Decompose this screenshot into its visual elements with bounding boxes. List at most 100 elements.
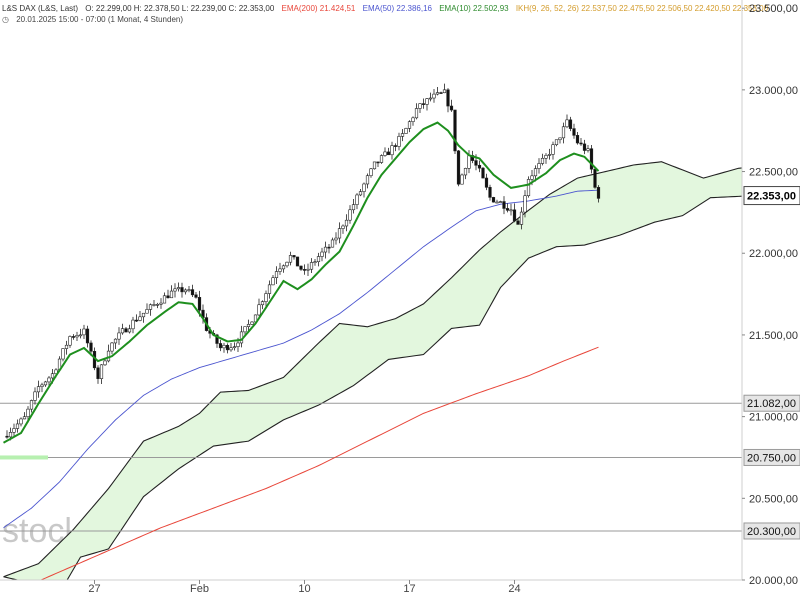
candle [281,264,286,273]
y-tick-label: 22.000,00 [749,248,798,260]
candle-body [117,332,121,340]
candle-body [218,343,223,349]
candle [145,303,149,314]
candle [365,173,370,189]
candle [166,289,170,299]
candle-body [516,220,520,225]
candle-body [36,386,41,393]
candle-body [85,328,90,344]
candle [85,325,90,348]
candle [306,263,310,277]
candle [138,310,142,322]
candle-body [264,293,268,302]
candle-body [488,187,492,198]
candle-body [477,164,482,169]
candle-body [302,269,307,271]
y-tick-label: 23.500,00 [749,3,798,15]
candle [5,430,9,439]
range-marker [0,455,48,460]
candle-body [442,89,447,94]
candle-body [246,324,251,327]
candle-body [586,148,590,151]
candle [386,147,391,156]
candle [449,99,454,112]
candle-body [432,93,436,99]
candle-body [526,179,531,197]
candle-body [78,334,83,337]
candle [554,139,559,147]
y-tick-label: 22.500,00 [749,167,798,179]
candle [516,218,520,225]
candle [376,161,380,168]
candle [134,314,139,323]
candle-body [323,246,328,253]
candle-body [173,288,177,292]
candle-body [589,148,594,170]
candle-body [190,289,195,296]
ema50-line [3,189,599,529]
candle-body [369,168,373,177]
candle [582,139,587,155]
x-tick-label: 10 [298,583,310,595]
candle-body [446,89,450,107]
candle-body [131,319,135,330]
candle [292,254,296,260]
candle-body [145,309,149,314]
chart-header-line2: ◷ 20.01.2025 15:00 - 07:00 (1 Monat, 4 S… [2,15,188,25]
candle-body [537,163,541,169]
candle [173,283,177,298]
candle [362,182,366,198]
candle [117,327,121,345]
candle [260,300,265,310]
candle [43,380,48,387]
y-tick-label: 21.000,00 [749,412,798,424]
candle-body [12,428,16,433]
candle-body [15,423,20,429]
candle [512,203,517,223]
candle-body [362,183,366,192]
candle [12,423,16,438]
candle-body [43,381,48,386]
candle [183,288,188,295]
candle [544,153,548,164]
candle [414,103,419,120]
last-price-label: 22.353,00 [747,191,796,203]
candle-body [582,143,587,151]
candle [572,123,576,139]
candle-body [544,154,548,159]
candle [456,149,461,187]
candle-body [40,384,44,387]
candle [190,284,195,298]
candle-body [456,150,461,185]
level-label-box [743,394,800,412]
candle-body [26,408,30,418]
candle [225,343,230,354]
level-label: 20.750,00 [747,452,796,464]
candle [71,334,76,340]
candle-body [383,151,387,156]
candle-body [481,167,485,179]
candle-body [110,342,114,352]
candle-body [351,204,356,211]
candle [68,335,72,348]
candle-body [169,290,174,299]
candle [232,342,237,351]
candle-body [561,126,566,139]
candle [285,261,289,268]
candle [418,103,422,114]
candle-body [267,284,272,294]
candle-body [162,295,167,304]
candle [29,399,34,413]
candle [264,290,268,309]
candle [519,207,524,230]
candle-body [124,328,128,333]
candle-body [495,201,499,204]
candle-body [50,373,55,379]
candle [64,340,69,355]
candle [421,98,426,109]
candle-body [281,265,286,270]
candle [61,348,65,362]
candle-body [120,328,125,334]
y-tick-label: 20.000,00 [749,575,798,587]
